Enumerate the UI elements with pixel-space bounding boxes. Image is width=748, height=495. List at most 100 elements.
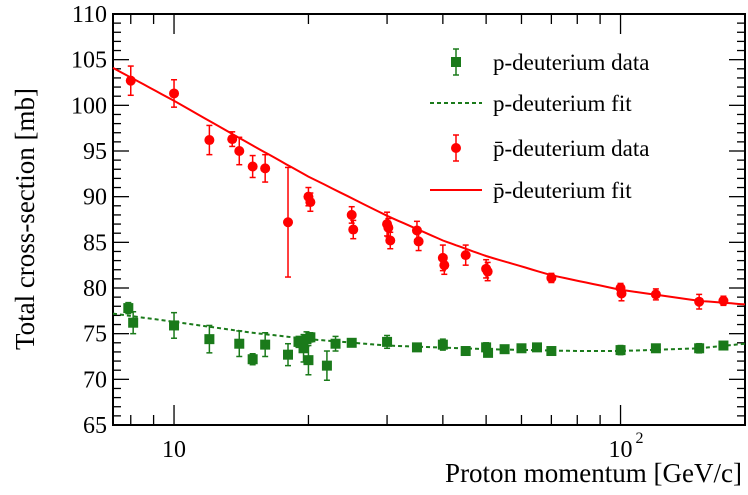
circle-marker (650, 289, 661, 300)
data-point (305, 192, 316, 213)
circle-marker (546, 272, 557, 283)
data-point (123, 301, 134, 315)
data-point (169, 311, 180, 339)
circle-marker (346, 209, 357, 220)
data-point (413, 231, 424, 252)
circle-marker (305, 197, 316, 208)
data-point (260, 153, 271, 183)
circle-marker (718, 295, 729, 306)
square-marker (460, 346, 471, 357)
data-point (346, 337, 357, 348)
data-point (330, 335, 341, 352)
square-marker (516, 343, 527, 354)
y-tick-label: 80 (83, 276, 107, 302)
legend-item: p̄-deuterium data (451, 134, 649, 162)
square-marker (283, 349, 294, 360)
square-marker (499, 344, 510, 355)
circle-marker (482, 266, 493, 277)
data-point (247, 353, 258, 366)
circle-marker (411, 225, 422, 236)
square-marker (305, 332, 316, 343)
y-tick-label: 85 (83, 230, 107, 256)
data-points (123, 65, 729, 381)
data-point (437, 338, 448, 351)
legend-label: p-deuterium data (493, 50, 649, 75)
square-marker (346, 337, 357, 348)
plot-frame (112, 13, 746, 426)
square-marker (382, 336, 393, 347)
y-tick-label: 95 (83, 139, 107, 165)
data-point (303, 344, 314, 376)
circle-marker (383, 222, 394, 233)
data-point (718, 340, 729, 351)
data-point (615, 344, 626, 356)
square-marker (128, 317, 139, 328)
data-point (531, 342, 542, 353)
circle-marker (125, 75, 136, 86)
data-point (128, 310, 139, 335)
square-marker (303, 355, 314, 366)
square-marker (330, 338, 341, 349)
data-point (382, 334, 393, 350)
square-marker (481, 342, 492, 353)
data-point (234, 136, 245, 166)
legend-item: p-deuterium fit (430, 91, 632, 116)
square-marker (718, 340, 729, 351)
circle-marker (247, 161, 258, 172)
data-point (260, 332, 271, 358)
y-tick-label: 110 (72, 2, 107, 28)
y-axis-title: Total cross-section [mb] (10, 88, 40, 350)
square-marker (615, 345, 626, 356)
y-tick-label: 70 (83, 367, 107, 393)
square-marker (247, 354, 258, 365)
square-marker (234, 338, 245, 349)
circle-marker (348, 224, 359, 235)
data-point (247, 154, 258, 179)
square-marker (531, 342, 542, 353)
data-point (169, 79, 180, 108)
fit-curve (112, 312, 746, 352)
data-point (718, 295, 729, 307)
circle-marker (460, 250, 471, 261)
y-tick-label: 65 (83, 413, 107, 439)
data-point (650, 288, 661, 301)
data-point (411, 342, 422, 353)
data-point (305, 332, 316, 343)
y-tick-label: 90 (83, 185, 107, 211)
data-point (283, 166, 294, 278)
legend-label: p̄-deuterium data (493, 136, 649, 161)
data-point (125, 65, 136, 97)
legend-label: p̄-deuterium fit (493, 178, 632, 203)
square-marker (204, 334, 215, 345)
data-point (694, 342, 705, 354)
square-marker (321, 360, 332, 371)
data-point (460, 346, 471, 357)
circle-marker (439, 260, 450, 271)
data-point (439, 255, 450, 276)
square-marker (298, 343, 309, 354)
circle-marker (169, 88, 180, 99)
data-point (483, 347, 494, 358)
legend: p-deuterium data p-deuterium fit p̄-deuter… (430, 48, 649, 203)
circle-marker (413, 236, 424, 247)
data-point (482, 261, 493, 282)
data-point (348, 219, 359, 240)
y-tick-label: 75 (83, 322, 107, 348)
y-axis: 65 70 75 80 85 90 95 100 105 110 (71, 2, 745, 439)
x-tick-label: 10 (162, 437, 186, 463)
data-point (204, 324, 215, 354)
x-axis: 10 10 2 (130, 14, 644, 463)
square-marker (260, 339, 271, 350)
square-marker (483, 347, 494, 358)
y-tick-label: 105 (71, 48, 107, 74)
data-point (385, 231, 396, 250)
circle-marker (260, 163, 271, 174)
data-point (694, 293, 705, 310)
data-point (546, 346, 557, 357)
square-marker (293, 336, 304, 347)
circle-marker (616, 288, 627, 299)
square-marker (123, 303, 134, 314)
x-tick-label: 10 (609, 437, 633, 463)
x-axis-title: Proton momentum [GeV/c] (445, 458, 742, 488)
